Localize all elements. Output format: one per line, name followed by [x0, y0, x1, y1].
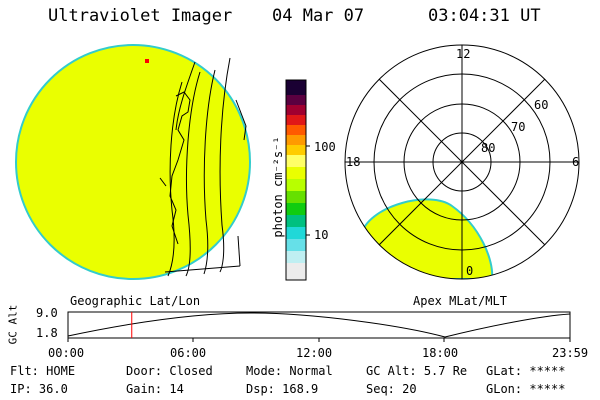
door-value: Closed — [169, 364, 213, 378]
altitude-curve — [67, 312, 571, 338]
mlt-label-0: 0 — [466, 264, 474, 278]
mlt-label-6: 6 — [572, 155, 580, 169]
status-glat: GLat: ***** — [486, 364, 566, 378]
status-ip: IP: 36.0 — [10, 382, 68, 396]
apex-label: Apex MLat/MLT — [413, 294, 507, 308]
status-seq: Seq: 20 — [366, 382, 417, 396]
dsp-value: 168.9 — [282, 382, 319, 396]
gc-alt-value: 5.7 Re — [423, 364, 468, 378]
colorbar — [285, 79, 310, 281]
glat-value: ***** — [529, 364, 566, 378]
mlat-label-60: 60 — [534, 98, 549, 112]
status-door: Door: Closed — [126, 364, 213, 378]
date-label: 04 Mar 07 — [272, 6, 365, 26]
status-dsp: Dsp: 168.9 — [246, 382, 319, 396]
seq-value: 20 — [402, 382, 417, 396]
geographic-globe — [15, 44, 251, 280]
status-gc-alt: GC Alt: 5.7 Re — [366, 364, 468, 378]
altitude-axis-label: GC Alt — [6, 304, 20, 345]
instrument-title: Ultraviolet Imager — [48, 6, 233, 26]
status-mode: Mode: Normal — [246, 364, 333, 378]
orbit-panel — [67, 311, 571, 342]
ip-value: 36.0 — [38, 382, 68, 396]
time-tick-0000: 00:00 — [48, 346, 85, 360]
polar-plot — [344, 44, 580, 280]
mode-value: Normal — [289, 364, 333, 378]
colorbar-tick-10: 10 — [314, 228, 329, 242]
time-tick-2359: 23:59 — [552, 346, 589, 360]
mlat-label-80: 80 — [481, 141, 496, 155]
time-tick-0600: 06:00 — [170, 346, 207, 360]
gain-value: 14 — [169, 382, 184, 396]
altitude-tick-min: 1.8 — [36, 326, 58, 340]
lat-lon-grid — [159, 57, 247, 277]
colorbar-tick-100: 100 — [314, 140, 336, 154]
time-label: 03:04:31 UT — [428, 6, 541, 26]
status-glon: GLon: ***** — [486, 382, 566, 396]
filter-value: HOME — [46, 364, 76, 378]
glon-value: ***** — [529, 382, 566, 396]
time-tick-1200: 12:00 — [296, 346, 333, 360]
mlat-label-70: 70 — [511, 120, 526, 134]
status-filter: Flt: HOME — [10, 364, 76, 378]
colorbar-unit-label: photon cm⁻²s⁻¹ — [271, 136, 285, 238]
altitude-tick-max: 9.0 — [36, 306, 58, 320]
time-tick-1800: 18:00 — [422, 346, 459, 360]
mlt-label-18: 18 — [346, 155, 361, 169]
sun-marker — [145, 59, 149, 63]
mlt-label-12: 12 — [456, 47, 471, 61]
geographic-label: Geographic Lat/Lon — [70, 294, 201, 308]
status-gain: Gain: 14 — [126, 382, 184, 396]
